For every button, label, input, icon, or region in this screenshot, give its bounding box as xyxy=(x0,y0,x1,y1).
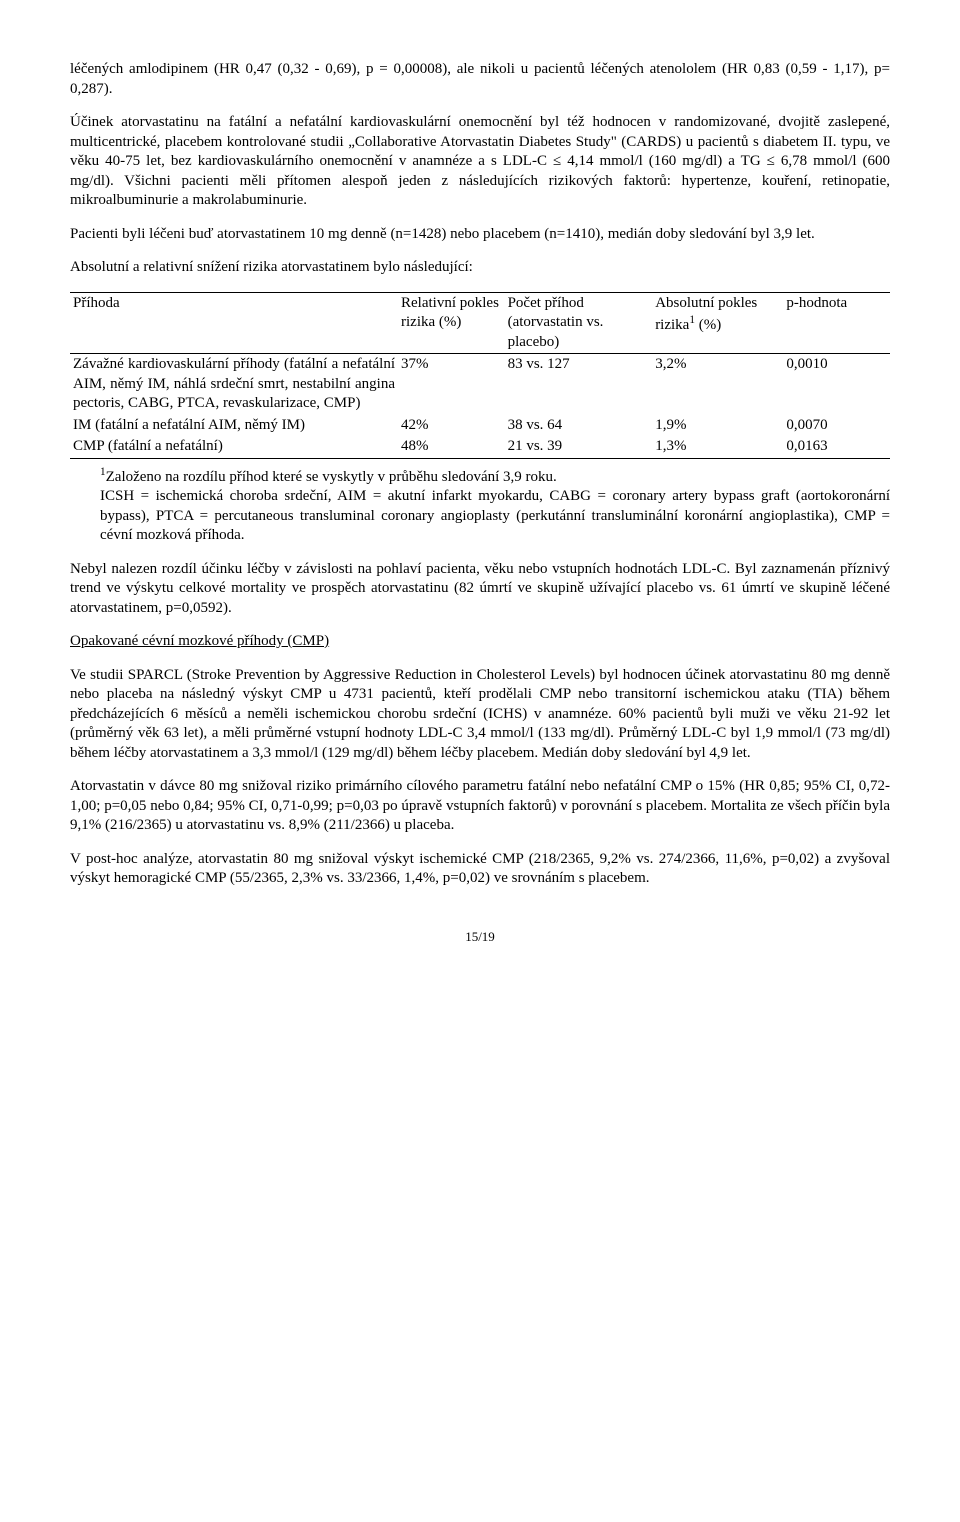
table-cell: 1,3% xyxy=(652,436,783,458)
body-paragraph: léčených amlodipinem (HR 0,47 (0,32 - 0,… xyxy=(70,60,890,99)
table-cell: 0,0070 xyxy=(783,415,890,437)
table-cell: IM (fatální a nefatální AIM, němý IM) xyxy=(70,415,398,437)
body-paragraph: V post-hoc analýze, atorvastatin 80 mg s… xyxy=(70,850,890,889)
section-heading: Opakované cévní mozkové příhody (CMP) xyxy=(70,632,890,652)
table-cell: 42% xyxy=(398,415,505,437)
col-header-count: Počet příhod (atorvastatin vs. placebo) xyxy=(505,292,653,354)
body-paragraph: Atorvastatin v dávce 80 mg snižoval rizi… xyxy=(70,777,890,836)
col-header-event: Příhoda xyxy=(70,292,398,354)
table-cell: 0,0010 xyxy=(783,354,890,415)
body-paragraph: Absolutní a relativní snížení rizika ato… xyxy=(70,258,890,278)
col-header-absolute: Absolutní pokles rizika1 (%) xyxy=(652,292,783,354)
table-cell: CMP (fatální a nefatální) xyxy=(70,436,398,458)
table-footnote: 1Založeno na rozdílu příhod které se vys… xyxy=(100,465,890,546)
col-header-relative: Relativní pokles rizika (%) xyxy=(398,292,505,354)
page-number: 15/19 xyxy=(70,929,890,946)
table-cell: 83 vs. 127 xyxy=(505,354,653,415)
table-cell: 48% xyxy=(398,436,505,458)
table-cell: 38 vs. 64 xyxy=(505,415,653,437)
body-paragraph: Pacienti byli léčeni buď atorvastatinem … xyxy=(70,225,890,245)
body-paragraph: Nebyl nalezen rozdíl účinku léčby v závi… xyxy=(70,560,890,619)
body-paragraph: Ve studii SPARCL (Stroke Prevention by A… xyxy=(70,666,890,764)
body-paragraph: Účinek atorvastatinu na fatální a nefatá… xyxy=(70,113,890,211)
risk-table: Příhoda Relativní pokles rizika (%) Poče… xyxy=(70,292,890,459)
table-cell: 3,2% xyxy=(652,354,783,415)
table-cell: 0,0163 xyxy=(783,436,890,458)
table-cell: 1,9% xyxy=(652,415,783,437)
table-cell: Závažné kardiovaskulární příhody (fatáln… xyxy=(70,354,398,415)
table-cell: 21 vs. 39 xyxy=(505,436,653,458)
col-header-pvalue: p-hodnota xyxy=(783,292,890,354)
table-cell: 37% xyxy=(398,354,505,415)
